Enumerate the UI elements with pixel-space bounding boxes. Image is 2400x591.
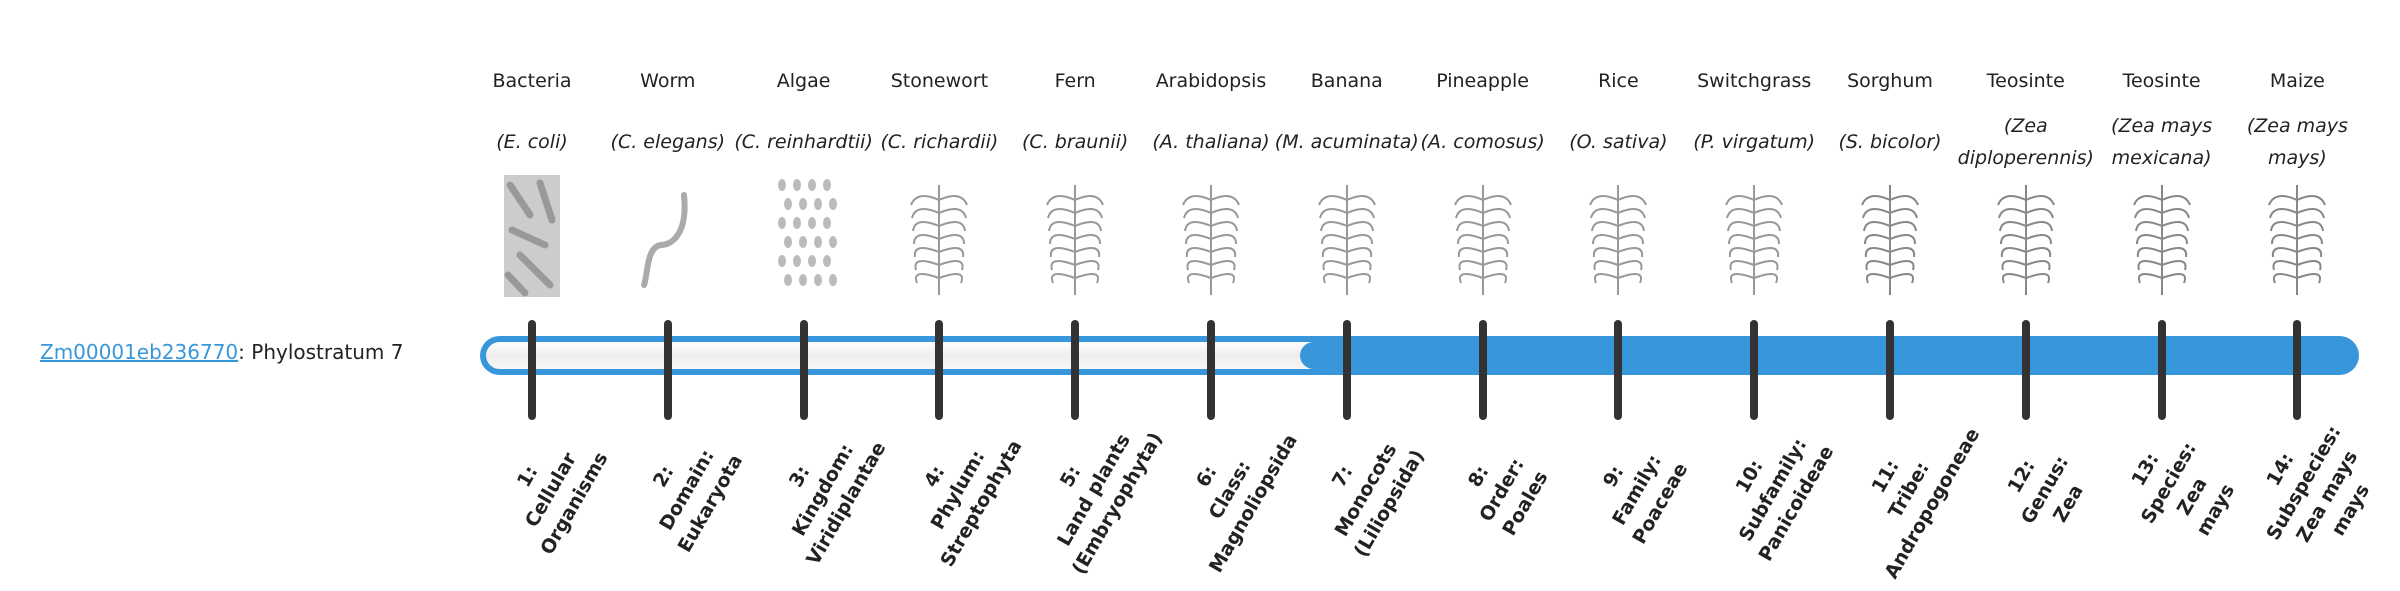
stratum-label: 3: Kingdom: Viridiplantae (732, 389, 912, 591)
sorghum-icon (1861, 185, 1919, 295)
stratum-label: 11: Tribe: Andropogoneae (1819, 389, 1999, 591)
pineapple-icon (1453, 185, 1512, 295)
organism-common-name: Rice (1598, 70, 1639, 92)
stratum-tick (935, 320, 944, 420)
organism-common-name: Sorghum (1847, 70, 1933, 92)
arabidopsis-icon (1182, 185, 1240, 295)
organism-common-name: Banana (1310, 70, 1383, 92)
bar-filled-segment (1299, 342, 2353, 369)
organism-scientific-name: (M. acuminata) (1274, 131, 1419, 153)
stratum-tick (663, 320, 672, 420)
organism-common-name: Switchgrass (1697, 70, 1812, 92)
gene-id-link[interactable]: Zm00001eb236770 (40, 340, 239, 364)
stratum-tick (2157, 320, 2166, 420)
switchgrass-icon (1725, 185, 1784, 295)
organism-scientific-name: (O. sativa) (1569, 131, 1668, 153)
stratum-label: 10: Subfamily: Panicoideae (1683, 389, 1863, 591)
fern-icon (1046, 185, 1105, 295)
organism-common-name: Pineapple (1436, 70, 1529, 92)
stratum-tick (1614, 320, 1623, 420)
stratum-tick (2293, 320, 2302, 420)
gene-separator: : (238, 340, 252, 364)
organism-scientific-name: (C. braunii) (1022, 131, 1129, 153)
rice-icon (1589, 185, 1648, 295)
stratum-label: 8: Order: Poales (1411, 389, 1591, 591)
organism-scientific-name: (A. comosus) (1420, 131, 1545, 153)
organism-common-name: Teosinte (2122, 70, 2201, 92)
stratum-tick (799, 320, 808, 420)
organism-scientific-name: (C. elegans) (610, 131, 726, 153)
worm-icon (640, 192, 688, 288)
banana-icon (1317, 185, 1376, 295)
teosinte-mexicana-icon (2132, 185, 2191, 295)
teosinte-icon (1996, 185, 2055, 295)
stratum-tick (1071, 320, 1080, 420)
bacteria-icon (504, 175, 560, 297)
organism-scientific-name: (Zea mays mexicana) (2111, 115, 2213, 169)
stratum-tick (2021, 320, 2030, 420)
stratum-label: 12: Genus: Zea (1955, 389, 2135, 591)
stratum-label: 7: Monocots (Liliopsida) (1276, 389, 1456, 591)
organism-common-name: Worm (640, 70, 696, 92)
stratum-label: 4: Phylum: Streptophyta (868, 389, 1048, 591)
stratum-label: 14: Subspecies: Zea mays mays (2226, 389, 2400, 591)
stratum-label: 6: Class: Magnoliopsida (1140, 389, 1320, 591)
organism-scientific-name: (C. reinhardtii) (734, 131, 873, 153)
bar-empty-segment (486, 342, 1314, 369)
stratum-label: 13: Species: Zea mays (2090, 389, 2270, 591)
stratum-label: 1: Cellular Organisms (461, 389, 641, 591)
stratum-tick (528, 320, 536, 420)
stratum-label: 9: Family: Poaceae (1547, 389, 1727, 591)
organism-common-name: Fern (1054, 70, 1096, 92)
organism-scientific-name: (C. richardii) (880, 131, 999, 153)
stratum-label: 5: Land plants (Embryophyta) (1004, 389, 1184, 591)
phylostratum-bar (480, 336, 2359, 375)
organism-scientific-name: (P. virgatum) (1693, 131, 1816, 153)
stratum-tick (1886, 320, 1894, 420)
organism-common-name: Bacteria (492, 70, 572, 92)
algae-icon (777, 179, 837, 286)
maize-icon (2268, 185, 2327, 295)
phylostratum-label: Phylostratum 7 (251, 340, 404, 364)
stonewort-icon (910, 185, 969, 295)
organism-common-name: Stonewort (890, 70, 989, 92)
gene-label: Zm00001eb236770: Phylostratum 7 (40, 340, 403, 364)
stratum-tick (1478, 320, 1487, 420)
stratum-label: 2: Domain: Eukaryota (597, 389, 777, 591)
stratum-tick (1342, 320, 1351, 420)
organism-scientific-name: (S. bicolor) (1838, 131, 1942, 153)
stratum-tick (1750, 320, 1759, 420)
organism-common-name: Arabidopsis (1155, 70, 1267, 92)
organism-common-name: Maize (2269, 70, 2325, 92)
organism-common-name: Teosinte (1986, 70, 2065, 92)
stratum-tick (1207, 320, 1215, 420)
organism-common-name: Algae (776, 70, 831, 92)
organism-scientific-name: (Zea diploperennis) (1957, 115, 2094, 169)
organism-scientific-name: (Zea mays mays) (2246, 115, 2348, 169)
organism-scientific-name: (A. thaliana) (1152, 131, 1270, 153)
organism-scientific-name: (E. coli) (496, 131, 568, 153)
